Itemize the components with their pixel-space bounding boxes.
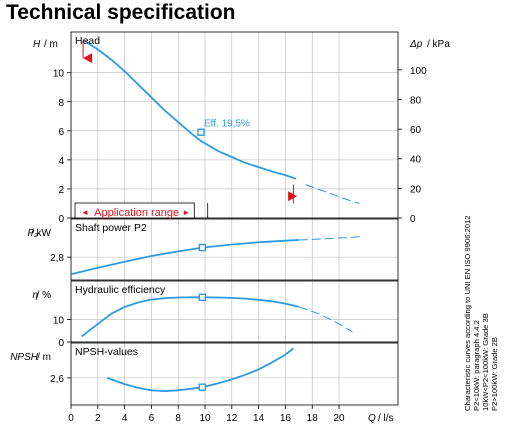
curve-extension-dashed <box>298 236 364 241</box>
arrow-left-icon: ◄ <box>81 208 89 217</box>
characteristic-note-line: P2<10kW: paragraph 4.4.2 <box>472 320 481 411</box>
panel-frame <box>70 280 399 343</box>
panel-power <box>67 218 399 281</box>
curve-line <box>83 39 297 180</box>
panel-title: NPSH-values <box>75 346 138 358</box>
x-tick-label: 4 <box>122 413 128 424</box>
x-tick-label: 0 <box>68 413 74 424</box>
right-tick-label: 100 <box>410 66 427 77</box>
right-axis-unit: / kPa <box>427 39 450 50</box>
y-axis-symbol: H <box>33 39 41 50</box>
application-range-box <box>74 202 195 219</box>
x-tick-label: 20 <box>333 413 345 424</box>
characteristic-note-line: P2>100kW: Grade 2B <box>490 337 499 411</box>
right-tick-label: 60 <box>410 125 422 136</box>
y-tick-label: 0 <box>58 214 64 225</box>
x-tick-label: 14 <box>253 413 265 424</box>
y-tick-label: 10 <box>53 315 65 326</box>
curve-extension-dashed <box>305 184 360 204</box>
x-tick-label: 16 <box>280 413 292 424</box>
panel-frame <box>70 342 399 406</box>
panel-head <box>67 31 402 219</box>
y-axis-symbol: NPSH <box>10 352 39 363</box>
y-tick-label: 8 <box>58 98 64 109</box>
x-tick-label: 10 <box>199 413 211 424</box>
x-tick-label: 12 <box>226 413 238 424</box>
right-tick-label: 80 <box>410 95 422 106</box>
x-tick-label: 18 <box>307 413 319 424</box>
y-tick-label: 4 <box>58 156 64 167</box>
curve-line <box>70 239 299 276</box>
y-tick-label: 10 <box>53 69 65 80</box>
panel-npsh <box>67 342 399 406</box>
range-marker-triangle <box>288 191 298 202</box>
characteristic-note-line: Characteristic curves according to UNI E… <box>463 216 472 411</box>
operating-point-marker <box>198 293 207 301</box>
y-axis-symbol: P₂ <box>28 228 39 239</box>
x-axis-unit: / l/s <box>378 413 394 424</box>
efficiency-label: Eff. 19,5% <box>204 118 250 129</box>
y-axis-unit: / kW <box>31 228 52 239</box>
y-tick-label: 2 <box>58 185 64 196</box>
panel-title: Head <box>75 35 100 47</box>
right-tick-label: 40 <box>410 155 422 166</box>
page-title: Technical specification <box>6 1 236 24</box>
panel-title: Hydraulic efficiency <box>75 284 166 296</box>
panel-title: Shaft power P2 <box>75 222 147 234</box>
curve-extension-dashed <box>298 306 353 333</box>
y-tick-label: 0 <box>58 338 64 349</box>
y-tick-label: 2,6 <box>50 374 64 385</box>
application-range-label: Application range <box>94 207 179 219</box>
characteristic-note-line: 10kW<P2<100kW: Grade 3B <box>481 313 490 411</box>
curve-line <box>81 296 300 338</box>
right-tick-label: 20 <box>410 184 422 195</box>
x-tick-label: 8 <box>175 413 181 424</box>
right-tick-label: 0 <box>410 214 416 225</box>
panel-frame <box>70 31 399 219</box>
y-axis-unit: / m <box>37 352 51 363</box>
panel-efficiency <box>67 280 399 343</box>
range-marker-triangle <box>83 53 93 64</box>
x-axis-symbol: Q <box>368 413 376 424</box>
y-axis-unit: / m <box>44 39 58 50</box>
x-tick-label: 2 <box>95 413 101 424</box>
operating-point-marker <box>198 243 207 252</box>
x-tick-label: 6 <box>149 413 155 424</box>
panel-frame <box>70 218 399 281</box>
operating-point-marker <box>198 383 207 391</box>
right-axis-symbol: Δp <box>409 39 423 50</box>
operating-point-marker <box>197 128 205 136</box>
y-tick-label: 6 <box>58 127 64 138</box>
arrow-right-icon: ► <box>182 208 190 217</box>
y-tick-label: 2,8 <box>50 253 64 264</box>
y-axis-symbol: η <box>32 290 38 301</box>
y-axis-unit: / % <box>37 290 52 301</box>
